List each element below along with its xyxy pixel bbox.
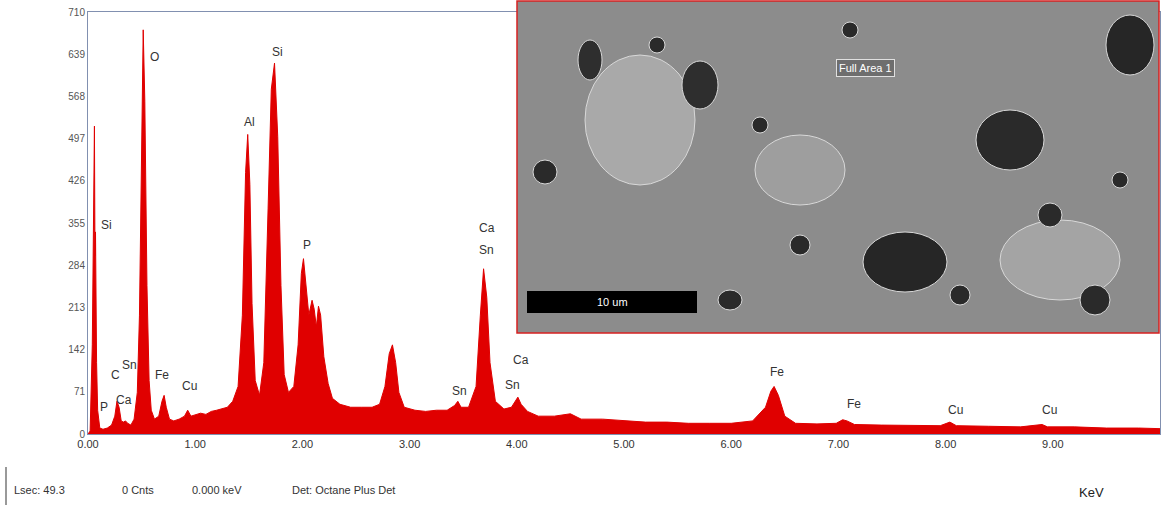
svg-text:Det: Octane Plus Det: Det: Octane Plus Det (292, 484, 395, 496)
svg-text:10 um: 10 um (597, 296, 628, 308)
svg-text:497: 497 (68, 133, 85, 144)
svg-text:C: C (111, 368, 120, 382)
svg-text:284: 284 (68, 260, 85, 271)
svg-text:Si: Si (272, 45, 283, 59)
svg-text:142: 142 (68, 344, 85, 355)
svg-text:Al: Al (244, 115, 255, 129)
svg-text:6.00: 6.00 (720, 438, 741, 450)
svg-text:KeV: KeV (1079, 485, 1104, 500)
svg-text:O: O (150, 50, 159, 64)
svg-text:71: 71 (74, 386, 86, 397)
svg-text:0 Cnts: 0 Cnts (122, 484, 154, 496)
svg-text:Cu: Cu (182, 379, 197, 393)
svg-text:Sn: Sn (505, 378, 520, 392)
svg-text:710: 710 (68, 7, 85, 18)
svg-text:0.000 keV: 0.000 keV (192, 484, 242, 496)
svg-text:Si: Si (101, 218, 112, 232)
svg-text:2.00: 2.00 (292, 438, 313, 450)
svg-text:3.00: 3.00 (399, 438, 420, 450)
svg-text:P: P (100, 400, 108, 414)
svg-text:Fe: Fe (155, 368, 169, 382)
svg-text:Ca: Ca (513, 353, 529, 367)
svg-text:Cu: Cu (1042, 403, 1057, 417)
svg-text:4.00: 4.00 (506, 438, 527, 450)
svg-text:Full Area 1: Full Area 1 (839, 62, 892, 74)
svg-text:7.00: 7.00 (828, 438, 849, 450)
svg-text:355: 355 (68, 218, 85, 229)
svg-text:9.00: 9.00 (1042, 438, 1063, 450)
svg-text:0: 0 (79, 429, 85, 440)
svg-text:Sn: Sn (479, 243, 494, 257)
svg-text:Sn: Sn (122, 358, 137, 372)
svg-text:Fe: Fe (847, 397, 861, 411)
svg-text:213: 213 (68, 302, 85, 313)
svg-text:8.00: 8.00 (935, 438, 956, 450)
svg-text:Ca: Ca (479, 221, 495, 235)
svg-text:426: 426 (68, 175, 85, 186)
svg-text:Sn: Sn (452, 384, 467, 398)
svg-text:639: 639 (68, 49, 85, 60)
svg-text:5.00: 5.00 (613, 438, 634, 450)
svg-text:P: P (303, 238, 311, 252)
svg-text:Cu: Cu (948, 403, 963, 417)
svg-text:Fe: Fe (770, 365, 784, 379)
svg-text:568: 568 (68, 91, 85, 102)
svg-text:1.00: 1.00 (184, 438, 205, 450)
svg-text:Ca: Ca (116, 393, 132, 407)
svg-text:0.00: 0.00 (77, 438, 98, 450)
svg-text:Lsec: 49.3: Lsec: 49.3 (14, 484, 65, 496)
